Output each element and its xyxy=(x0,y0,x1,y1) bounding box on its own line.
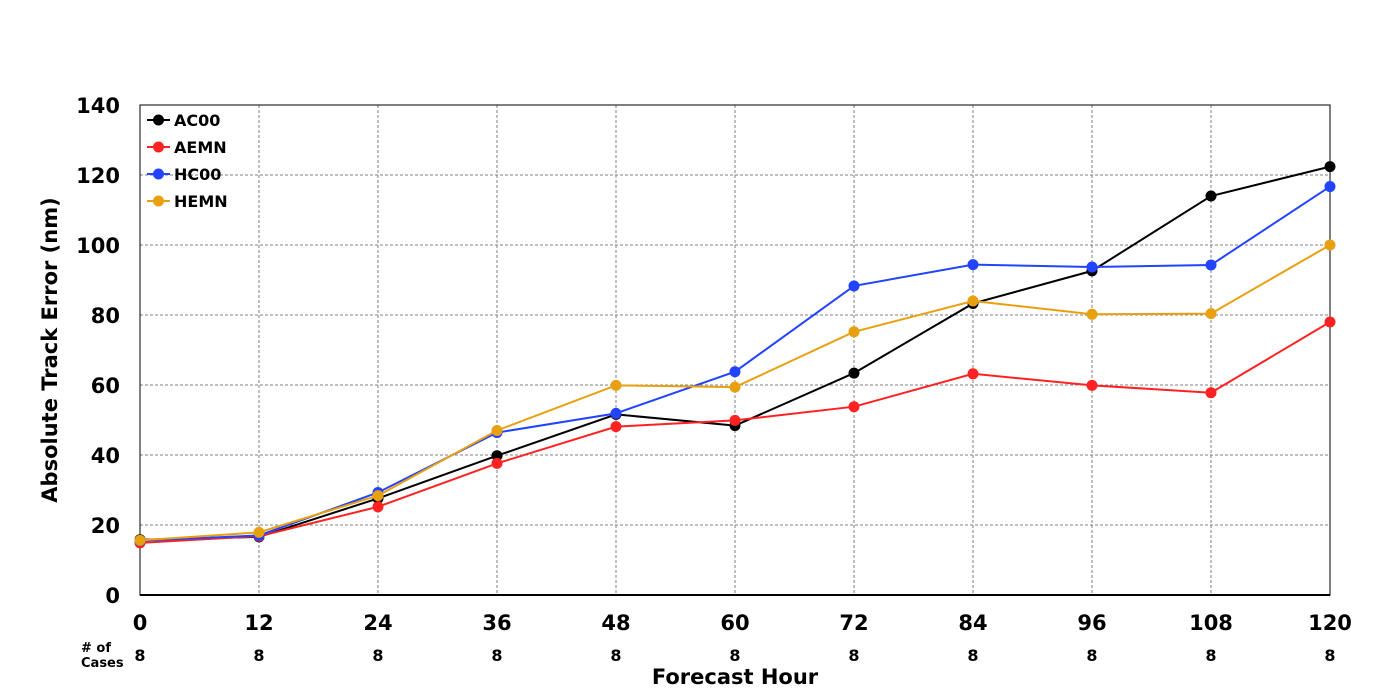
case-count: 8 xyxy=(967,646,978,665)
x-tick-label: 48 xyxy=(601,611,630,635)
legend-marker xyxy=(153,114,164,126)
x-tick-label: 60 xyxy=(720,611,749,635)
data-point xyxy=(134,534,146,546)
legend-marker xyxy=(153,195,164,207)
data-point xyxy=(253,526,265,538)
data-point xyxy=(1205,190,1217,202)
data-point xyxy=(1205,259,1217,271)
case-count: 8 xyxy=(491,646,502,665)
data-point xyxy=(729,366,741,378)
legend-label: AC00 xyxy=(174,111,220,130)
x-tick-label: 84 xyxy=(958,611,987,635)
case-count: 8 xyxy=(134,646,145,665)
legend-item: AC00 xyxy=(147,111,220,130)
y-tick-label: 20 xyxy=(91,514,120,538)
data-point xyxy=(729,414,741,426)
case-count: 8 xyxy=(1205,646,1216,665)
case-count: 8 xyxy=(848,646,859,665)
x-tick-label: 36 xyxy=(482,611,511,635)
data-point xyxy=(491,457,503,469)
legend-label: AEMN xyxy=(174,138,227,157)
data-point xyxy=(372,490,384,502)
legend-item: AEMN xyxy=(147,138,227,157)
x-tick-label: 72 xyxy=(839,611,868,635)
data-point xyxy=(848,367,860,379)
x-tick-label: 0 xyxy=(133,611,148,635)
data-point xyxy=(967,259,979,271)
data-point xyxy=(1086,261,1098,273)
data-point xyxy=(610,407,622,419)
cases-label: # of Cases xyxy=(81,641,124,671)
y-tick-label: 0 xyxy=(105,584,120,608)
x-axis-ticks: 0 12 24 36 48 60 72 84 96 108 120 xyxy=(133,611,1352,635)
data-point xyxy=(1086,308,1098,320)
legend-marker xyxy=(153,141,164,153)
series-layer xyxy=(134,161,1336,549)
case-count: 8 xyxy=(372,646,383,665)
y-tick-label: 140 xyxy=(76,94,120,118)
y-tick-label: 100 xyxy=(76,234,120,258)
x-axis-title: Forecast Hour xyxy=(652,665,819,689)
case-count: 8 xyxy=(1086,646,1097,665)
x-tick-label: 96 xyxy=(1077,611,1106,635)
case-count: 8 xyxy=(729,646,740,665)
data-point xyxy=(967,368,979,380)
data-point xyxy=(1324,239,1336,251)
case-count: 8 xyxy=(610,646,621,665)
legend-label: HEMN xyxy=(174,192,228,211)
data-point xyxy=(1324,316,1336,328)
data-point xyxy=(1324,181,1336,193)
cases-row: 8 8 8 8 8 8 8 8 8 8 8 xyxy=(134,646,1335,665)
y-axis-title: Absolute Track Error (nm) xyxy=(38,197,62,502)
x-tick-label: 120 xyxy=(1308,611,1352,635)
data-point xyxy=(610,421,622,433)
data-point xyxy=(1205,387,1217,399)
data-point xyxy=(967,295,979,307)
data-point xyxy=(848,326,860,338)
legend-item: HC00 xyxy=(147,165,221,184)
x-tick-label: 24 xyxy=(363,611,392,635)
legend-label: HC00 xyxy=(174,165,221,184)
y-tick-label: 120 xyxy=(76,164,120,188)
case-count: 8 xyxy=(1324,646,1335,665)
data-point xyxy=(1205,308,1217,320)
data-point xyxy=(610,379,622,391)
data-point xyxy=(848,280,860,292)
legend-item: HEMN xyxy=(147,192,228,211)
y-axis-ticks: 0 20 40 60 80 100 120 140 xyxy=(76,94,120,608)
x-tick-label: 108 xyxy=(1189,611,1233,635)
legend: AC00 AEMN HC00 HEMN xyxy=(147,111,228,211)
data-point xyxy=(729,381,741,393)
y-tick-label: 80 xyxy=(91,304,120,328)
y-tick-label: 40 xyxy=(91,444,120,468)
series-hemn xyxy=(134,239,1336,546)
data-point xyxy=(491,425,503,436)
data-point xyxy=(491,450,503,462)
data-point xyxy=(1324,161,1336,173)
cases-label-line: Cases xyxy=(81,656,124,671)
data-point xyxy=(372,501,384,513)
y-tick-label: 60 xyxy=(91,374,120,398)
legend-marker xyxy=(153,168,164,180)
cases-label-line: # of xyxy=(81,641,111,656)
case-count: 8 xyxy=(253,646,264,665)
data-point xyxy=(1086,379,1098,391)
data-point xyxy=(848,401,860,413)
x-tick-label: 12 xyxy=(244,611,273,635)
